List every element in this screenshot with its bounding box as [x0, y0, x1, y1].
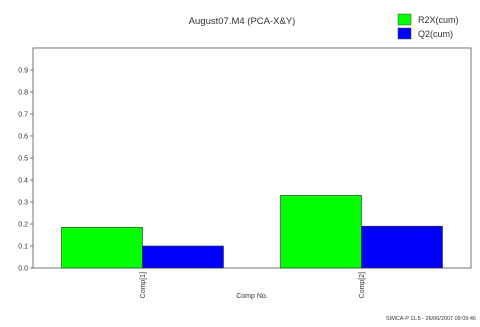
x-axis: Comp[1] Comp[2] — [140, 272, 366, 299]
y-tick-label: 0.1 — [18, 244, 28, 251]
legend-swatch-q2 — [397, 27, 412, 40]
y-tick-label: 0.5 — [18, 156, 28, 163]
footer-text: SIMCA-P 11.5 - 26/06/2007 09:09:46 — [386, 316, 476, 322]
bar-q2-cum--0 — [142, 245, 224, 269]
bars — [61, 195, 443, 269]
x-tick-label: Comp[1] — [140, 272, 147, 299]
legend-swatch-r2x — [397, 13, 412, 26]
bar-q2-cum--1 — [361, 225, 443, 269]
y-axis: 0.0 0.1 0.2 0.3 0.4 0.5 0.6 0.7 0.8 0.9 — [18, 68, 33, 273]
x-tick-label: Comp[2] — [359, 272, 366, 299]
y-tick-label: 0.0 — [18, 266, 28, 273]
legend: R2X(cum) Q2(cum) — [397, 13, 459, 40]
y-tick-label: 0.7 — [18, 112, 28, 119]
bar-r2x-cum--0 — [61, 227, 143, 269]
y-tick-label: 0.2 — [18, 222, 28, 229]
y-tick-label: 0.8 — [18, 90, 28, 97]
y-tick-label: 0.9 — [18, 68, 28, 75]
bar-r2x-cum--1 — [280, 195, 362, 269]
legend-label-q2: Q2(cum) — [418, 29, 453, 39]
y-tick-label: 0.4 — [18, 178, 28, 185]
legend-label-r2x: R2X(cum) — [418, 15, 459, 25]
x-axis-label: Comp No. — [236, 293, 268, 300]
y-tick-label: 0.3 — [18, 200, 28, 207]
y-tick-label: 0.6 — [18, 134, 28, 141]
chart-title: August07.M4 (PCA-X&Y) — [189, 16, 296, 27]
